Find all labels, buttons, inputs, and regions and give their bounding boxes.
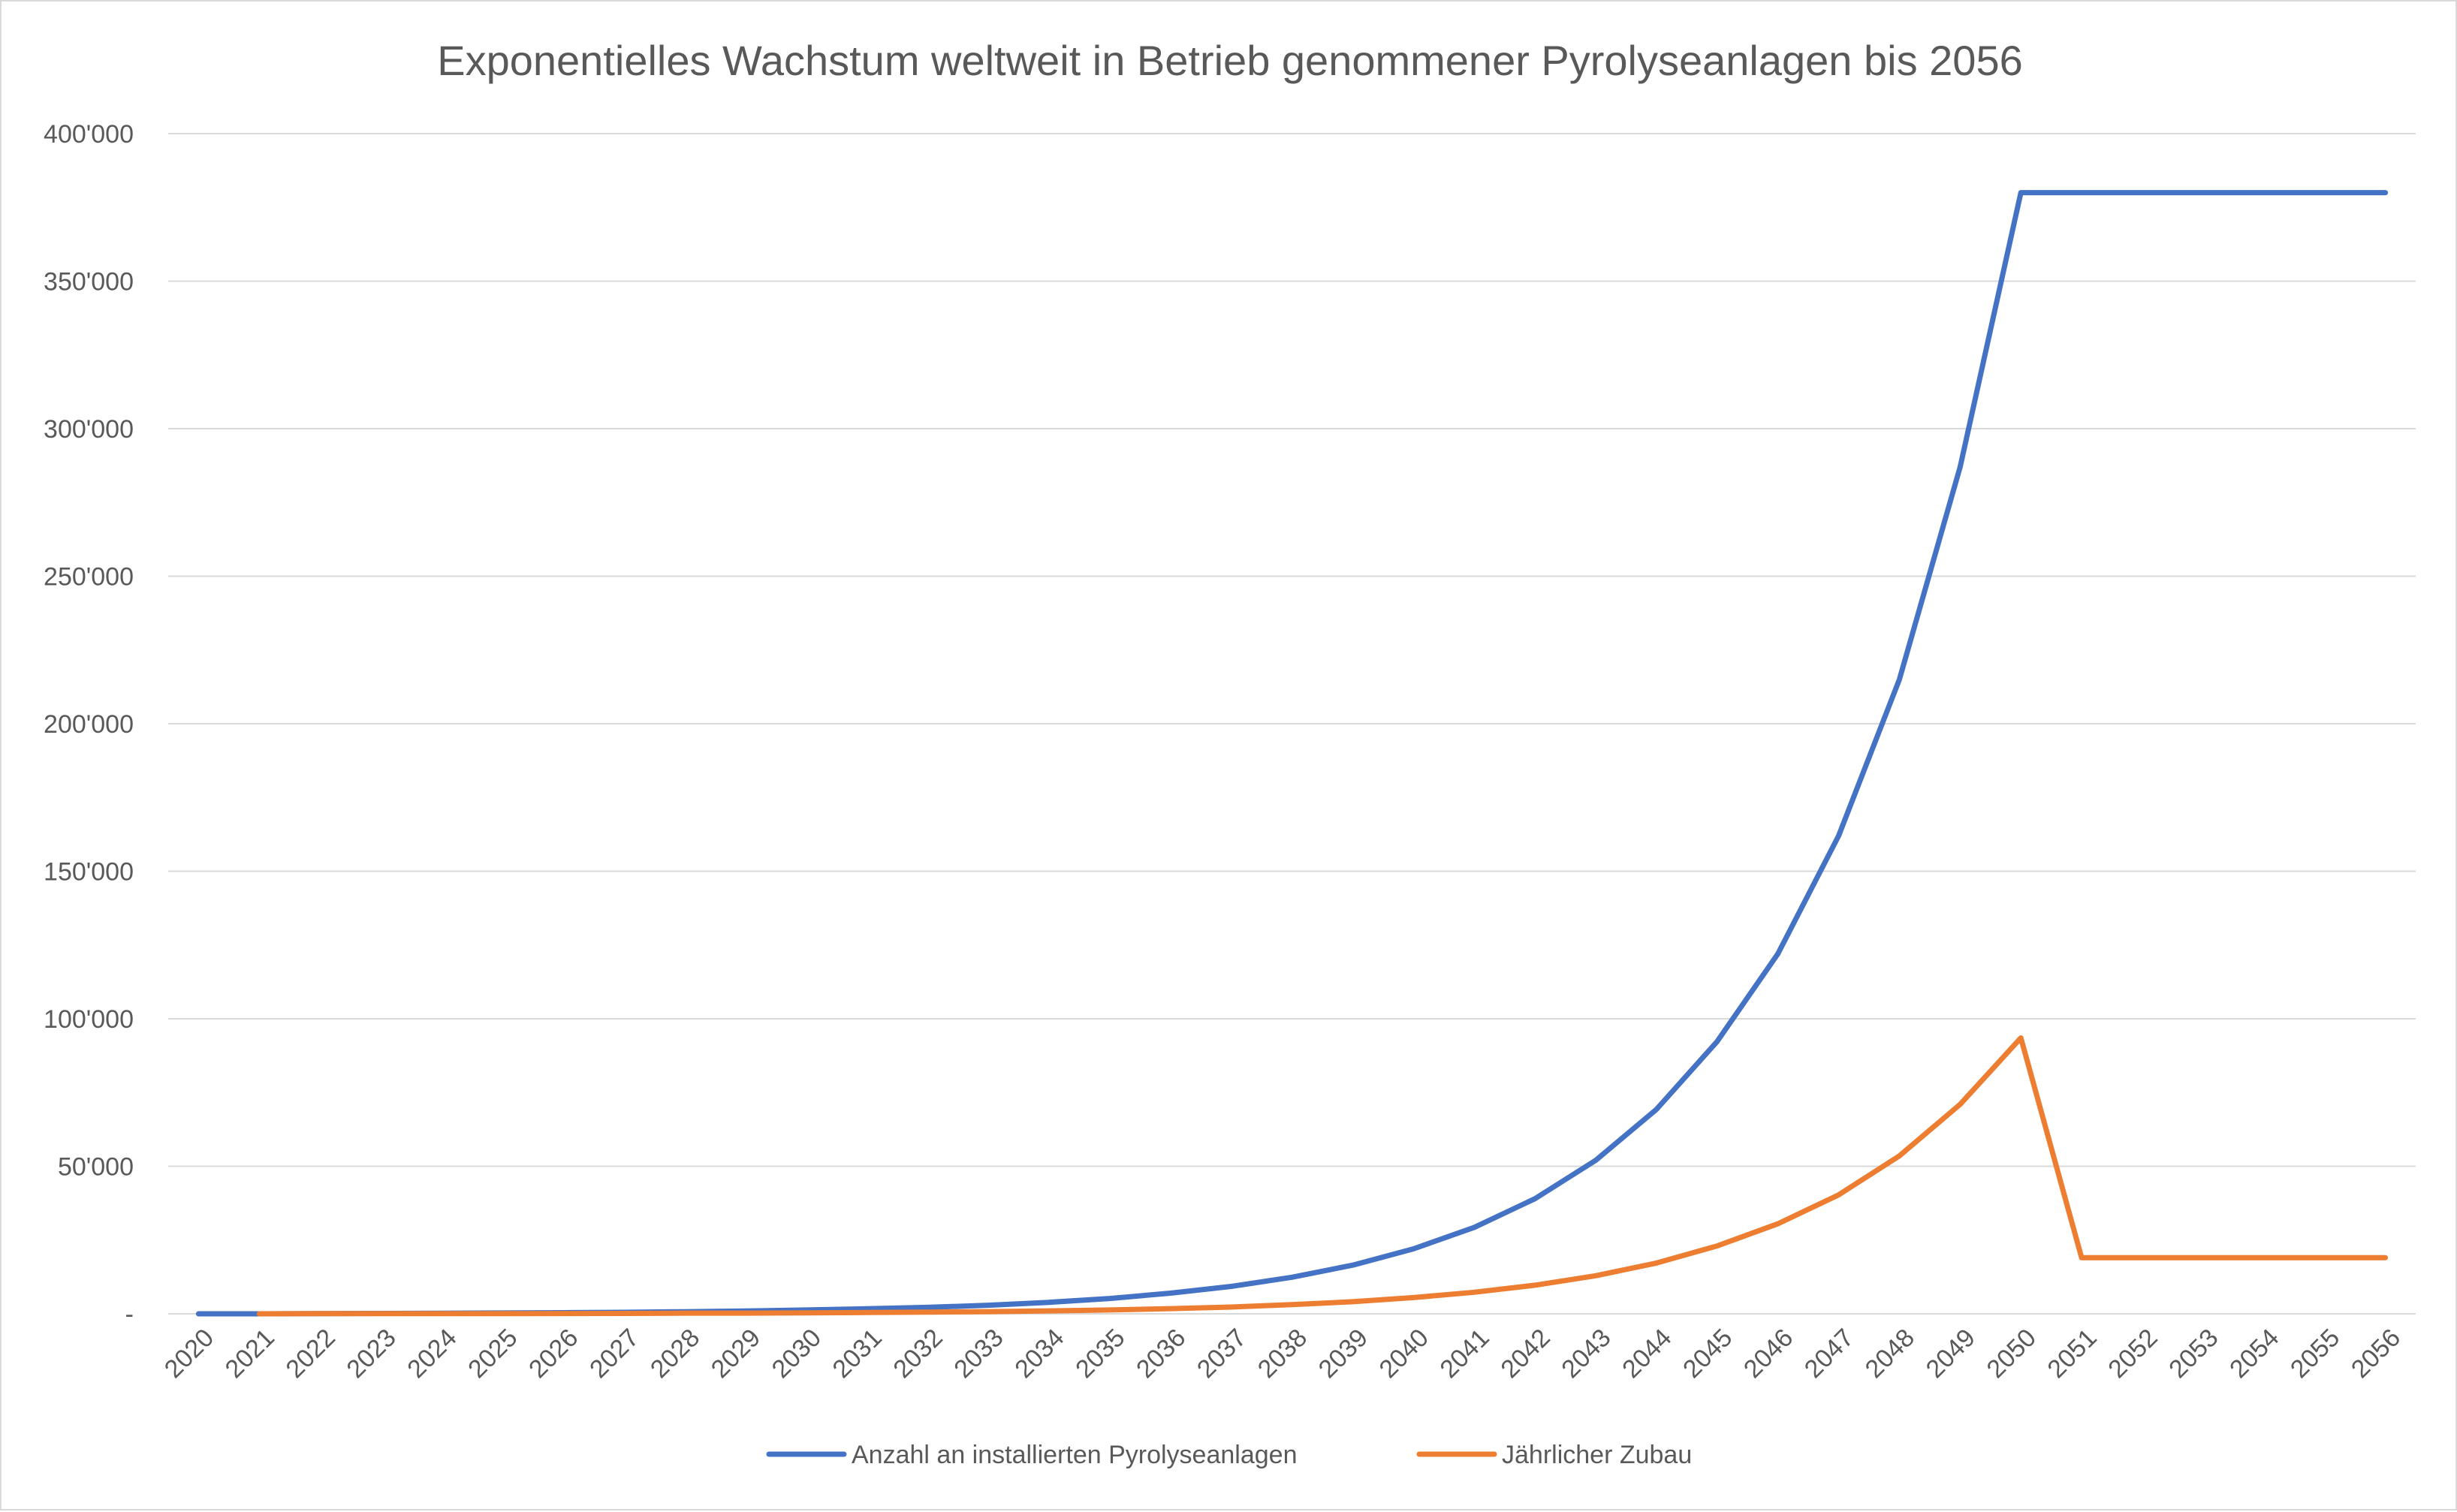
x-tick-label: 2024 — [402, 1324, 462, 1384]
x-tick-label: 2044 — [1617, 1324, 1677, 1384]
x-tick-label: 2043 — [1556, 1324, 1616, 1384]
x-axis-tick-labels: 2020 2021 2022 2023 2024 2025 2026 2027 2028 2029… — [159, 1324, 2406, 1384]
y-tick-label: 150'000 — [44, 858, 134, 887]
x-tick-label: 2055 — [2285, 1324, 2345, 1384]
x-tick-label: 2035 — [1070, 1324, 1130, 1384]
x-tick-label: 2053 — [2163, 1324, 2223, 1384]
x-tick-label: 2045 — [1678, 1324, 1738, 1384]
x-tick-label: 2039 — [1313, 1324, 1373, 1384]
y-tick-label: 100'000 — [44, 1005, 134, 1034]
x-tick-label: 2042 — [1495, 1324, 1555, 1384]
y-axis-tick-labels: - 50'000 100'000 150'000 200'000 250'000 300'0… — [44, 120, 134, 1329]
x-tick-label: 2026 — [523, 1324, 583, 1384]
x-tick-label: 2052 — [2103, 1324, 2163, 1384]
x-tick-label: 2022 — [281, 1324, 341, 1384]
x-tick-label: 2050 — [1982, 1324, 2042, 1384]
legend: Anzahl an installierten Pyrolyseanlagen J… — [766, 1441, 1692, 1469]
series-line-1 — [195, 190, 2389, 1317]
x-tick-label: 2031 — [828, 1324, 888, 1384]
x-tick-label: 2033 — [948, 1324, 1008, 1384]
x-tick-label: 2040 — [1374, 1324, 1434, 1384]
series-lines — [195, 190, 2389, 1317]
legend-label-1: Anzahl an installierten Pyrolyseanlagen — [852, 1441, 1297, 1469]
y-tick-label: 350'000 — [44, 268, 134, 297]
x-tick-label: 2046 — [1738, 1324, 1798, 1384]
y-tick-label: 400'000 — [44, 120, 134, 149]
x-tick-label: 2034 — [1009, 1324, 1069, 1384]
x-tick-label: 2054 — [2224, 1324, 2284, 1384]
x-tick-label: 2056 — [2346, 1324, 2406, 1384]
x-tick-label: 2047 — [1799, 1324, 1859, 1384]
x-tick-label: 2036 — [1131, 1324, 1191, 1384]
x-tick-label: 2032 — [888, 1324, 948, 1384]
x-tick-label: 2049 — [1921, 1324, 1981, 1384]
y-tick-label: 250'000 — [44, 563, 134, 592]
y-tick-label: 50'000 — [58, 1153, 134, 1182]
x-tick-label: 2041 — [1434, 1324, 1494, 1384]
x-tick-label: 2021 — [220, 1324, 280, 1384]
x-tick-label: 2023 — [341, 1324, 401, 1384]
chart-title: Exponentielles Wachstum weltweit in Betr… — [437, 37, 2022, 84]
y-tick-label: 200'000 — [44, 710, 134, 739]
x-tick-label: 2025 — [463, 1324, 523, 1384]
x-tick-label: 2051 — [2042, 1324, 2102, 1384]
legend-label-2: Jährlicher Zubau — [1502, 1441, 1692, 1469]
x-tick-label: 2028 — [645, 1324, 705, 1384]
y-tick-label: 300'000 — [44, 415, 134, 444]
gridlines — [168, 133, 2416, 1315]
x-tick-label: 2038 — [1253, 1324, 1313, 1384]
x-tick-label: 2037 — [1192, 1324, 1252, 1384]
x-tick-label: 2029 — [706, 1324, 766, 1384]
x-tick-label: 2030 — [767, 1324, 827, 1384]
x-tick-label: 2020 — [159, 1324, 219, 1384]
x-tick-label: 2048 — [1860, 1324, 1920, 1384]
series-line-2 — [256, 1035, 2389, 1317]
x-tick-label: 2027 — [584, 1324, 644, 1384]
y-tick-label: - — [125, 1300, 134, 1329]
